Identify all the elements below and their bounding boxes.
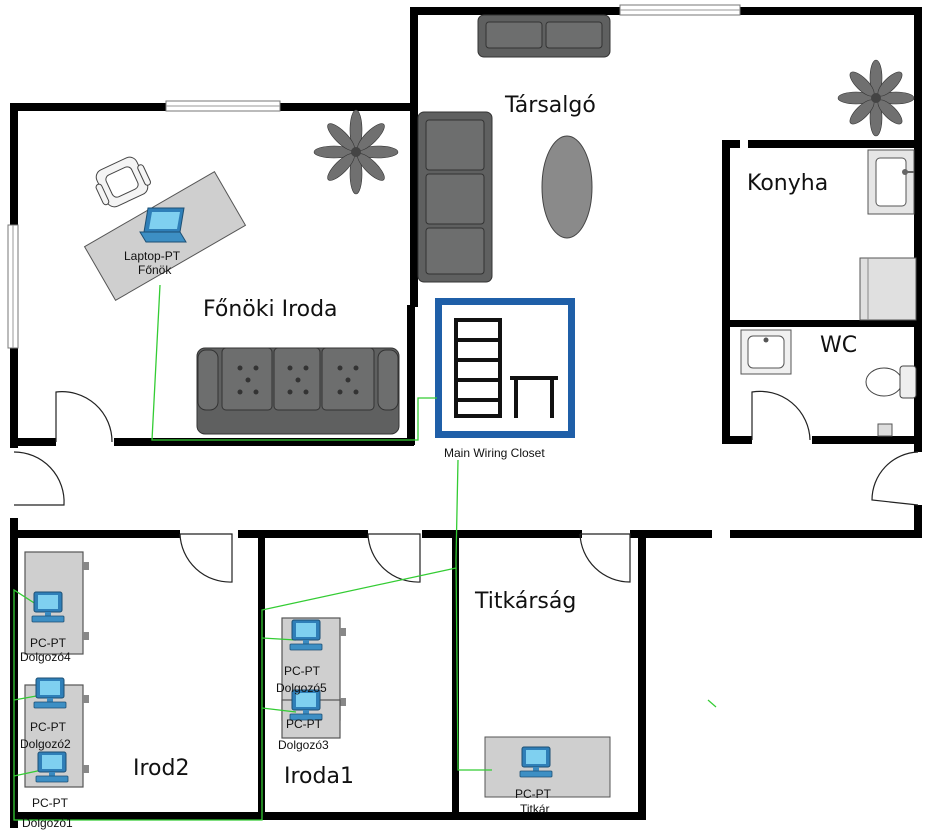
cable	[455, 459, 492, 771]
cable	[13, 769, 43, 777]
toilet-icon	[865, 365, 917, 399]
sofa	[196, 347, 400, 435]
cable	[261, 637, 297, 641]
windows	[7, 4, 741, 349]
kitchen-sink-icon	[867, 149, 915, 215]
door	[367, 533, 421, 583]
wall	[914, 7, 922, 142]
room-label-wc: WC	[820, 333, 857, 358]
wall	[740, 7, 922, 15]
pc-icon	[519, 746, 553, 778]
wall	[722, 140, 740, 148]
toilet-paper-icon	[877, 423, 893, 437]
closet-label: Main Wiring Closet	[444, 446, 545, 460]
device-type-label: PC-PT	[515, 787, 552, 801]
door	[13, 451, 65, 506]
coffee-table	[541, 135, 593, 239]
room-label-office2: Irod2	[133, 756, 189, 781]
door	[871, 451, 919, 506]
wall	[407, 305, 415, 445]
door	[751, 390, 811, 441]
fridge-icon	[859, 257, 917, 321]
door	[179, 533, 233, 583]
device-type-label: PC-PT	[30, 636, 67, 650]
room-label-kitchen: Konyha	[747, 171, 828, 196]
wall	[114, 438, 414, 446]
device-type-label: PC-PT	[286, 717, 323, 731]
door	[579, 533, 631, 583]
wall	[10, 530, 180, 538]
room-label-boss-office: Főnöki Iroda	[203, 297, 338, 322]
device-name-label: Dolgozó2	[20, 737, 71, 751]
wall	[722, 140, 730, 442]
plant-icon	[837, 59, 915, 137]
device-name-label: Dolgozó3	[278, 738, 329, 752]
device-type-label: Laptop-PT	[124, 249, 181, 263]
wall	[914, 505, 922, 535]
plant-icon	[313, 109, 399, 195]
cable	[151, 284, 437, 441]
device-name-label: Dolgozó5	[276, 681, 327, 695]
network-cables	[13, 284, 492, 821]
cable	[13, 567, 457, 821]
cable	[261, 707, 297, 713]
wall	[730, 530, 922, 538]
pc-icon	[31, 591, 65, 623]
wall	[410, 7, 620, 15]
device-name-label: Titkár	[520, 802, 550, 816]
wall	[10, 103, 166, 111]
wall	[280, 103, 418, 111]
wall	[914, 140, 922, 452]
room-label-lounge: Társalgó	[504, 93, 596, 118]
wall	[722, 436, 752, 444]
wall	[638, 530, 646, 820]
pc-icon	[35, 751, 69, 783]
wall	[238, 530, 368, 538]
door	[55, 391, 113, 443]
wall	[410, 7, 418, 307]
doors	[13, 390, 919, 583]
device-name-label: Dolgozó4	[20, 650, 71, 664]
chair-icon	[95, 156, 151, 208]
wall	[10, 438, 56, 446]
wall	[748, 140, 922, 148]
wall	[10, 812, 646, 820]
device-type-label: PC-PT	[284, 664, 321, 678]
wc-sink-icon	[740, 329, 792, 375]
wall	[422, 530, 582, 538]
wall	[630, 530, 712, 538]
wall	[722, 320, 922, 327]
sofa	[477, 14, 611, 58]
wall	[452, 530, 459, 820]
pc-icon	[289, 619, 323, 651]
room-label-office1: Iroda1	[284, 764, 354, 789]
device-type-label: PC-PT	[30, 720, 67, 734]
wall	[10, 348, 18, 448]
wiring-closet	[435, 298, 575, 438]
device-type-label: PC-PT	[32, 796, 69, 810]
wall	[10, 103, 18, 225]
device-name-label: Dolgozó1	[22, 816, 73, 830]
laptop-icon	[139, 207, 187, 243]
sofa	[417, 111, 493, 283]
stray-mark	[707, 699, 717, 708]
room-label-secretariat: Titkárság	[474, 589, 576, 614]
pc-icon	[33, 677, 67, 709]
wall	[812, 436, 922, 444]
device-name-label: Főnök	[138, 263, 172, 277]
